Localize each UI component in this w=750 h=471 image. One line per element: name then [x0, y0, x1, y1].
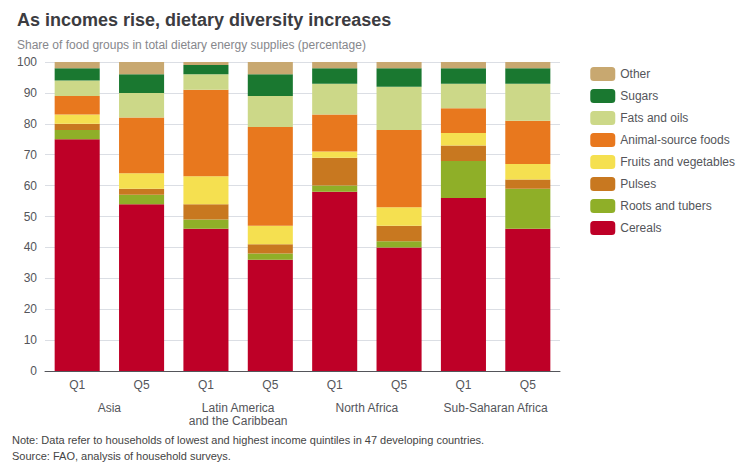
svg-text:90: 90: [24, 86, 38, 100]
svg-text:40: 40: [24, 240, 38, 254]
svg-text:Other: Other: [620, 67, 650, 81]
svg-text:10: 10: [24, 333, 38, 347]
svg-text:Q5: Q5: [520, 378, 536, 392]
svg-text:Latin America: Latin America: [202, 401, 275, 415]
svg-text:Note: Data refer to households: Note: Data refer to households of lowest…: [12, 434, 484, 446]
svg-text:Q5: Q5: [262, 378, 278, 392]
svg-text:Sugars: Sugars: [620, 89, 658, 103]
svg-text:and the Caribbean: and the Caribbean: [189, 414, 288, 428]
svg-text:As incomes rise, dietary diver: As incomes rise, dietary diversity incre…: [17, 10, 391, 30]
svg-text:20: 20: [24, 302, 38, 316]
svg-text:70: 70: [24, 148, 38, 162]
svg-text:North Africa: North Africa: [336, 401, 399, 415]
svg-text:Q5: Q5: [391, 378, 407, 392]
svg-text:Fats and oils: Fats and oils: [620, 111, 688, 125]
svg-text:100: 100: [17, 55, 37, 69]
svg-text:Cereals: Cereals: [620, 221, 661, 235]
svg-text:Q1: Q1: [327, 378, 343, 392]
svg-text:Animal-source foods: Animal-source foods: [620, 133, 729, 147]
svg-text:Sub-Saharan Africa: Sub-Saharan Africa: [444, 401, 548, 415]
svg-text:Asia: Asia: [98, 401, 122, 415]
svg-text:Q1: Q1: [455, 378, 471, 392]
svg-text:Q1: Q1: [69, 378, 85, 392]
svg-text:0: 0: [30, 364, 37, 378]
svg-text:Pulses: Pulses: [620, 177, 656, 191]
svg-text:Q1: Q1: [198, 378, 214, 392]
svg-text:30: 30: [24, 271, 38, 285]
svg-text:Fruits and vegetables: Fruits and vegetables: [620, 155, 735, 169]
svg-text:60: 60: [24, 179, 38, 193]
svg-text:Share of food groups in total: Share of food groups in total dietary en…: [17, 38, 366, 52]
svg-text:80: 80: [24, 117, 38, 131]
svg-text:Q5: Q5: [134, 378, 150, 392]
svg-text:Source: FAO, analysis of house: Source: FAO, analysis of household surve…: [12, 450, 231, 462]
svg-text:50: 50: [24, 210, 38, 224]
svg-text:Roots and tubers: Roots and tubers: [620, 199, 711, 213]
